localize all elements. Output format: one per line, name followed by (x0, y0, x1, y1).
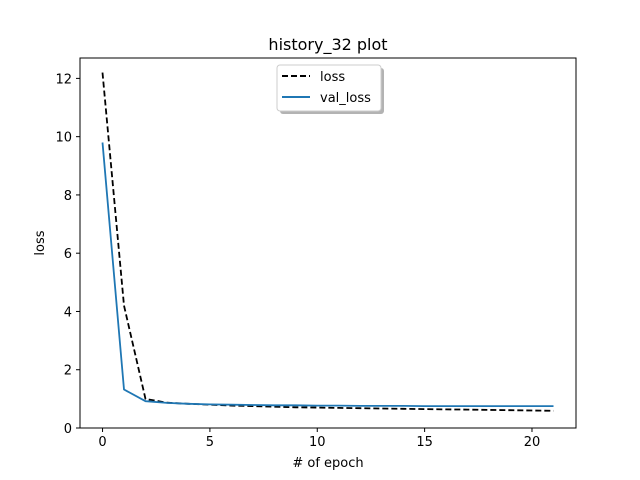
y-tick-label: 6 (64, 247, 72, 262)
x-tick-label: 10 (309, 435, 326, 450)
y-tick-label: 2 (64, 364, 72, 379)
x-axis-ticks: 0 5 10 15 20 (98, 428, 540, 450)
chart-title: history_32 plot (268, 35, 387, 55)
plot-frame (79, 57, 577, 429)
series-line-loss (101, 72, 554, 412)
legend-label-loss: loss (320, 70, 345, 85)
y-axis-ticks: 0 2 4 6 8 10 12 (55, 72, 80, 437)
y-tick-label: 0 (64, 422, 72, 437)
legend: loss val_loss (276, 64, 384, 114)
legend-label-val-loss: val_loss (320, 91, 371, 106)
x-axis-label: # of epoch (292, 456, 363, 471)
y-axis-label: loss (33, 230, 48, 255)
y-tick-label: 10 (55, 131, 72, 146)
x-tick-label: 15 (416, 435, 433, 450)
x-tick-label: 5 (206, 435, 214, 450)
x-tick-label: 20 (524, 435, 541, 450)
y-tick-label: 8 (64, 189, 72, 204)
y-tick-label: 12 (55, 72, 72, 87)
y-tick-label: 4 (64, 305, 72, 320)
plot-lines (101, 72, 554, 412)
x-tick-label: 0 (98, 435, 106, 450)
series-line-val-loss (101, 142, 554, 408)
